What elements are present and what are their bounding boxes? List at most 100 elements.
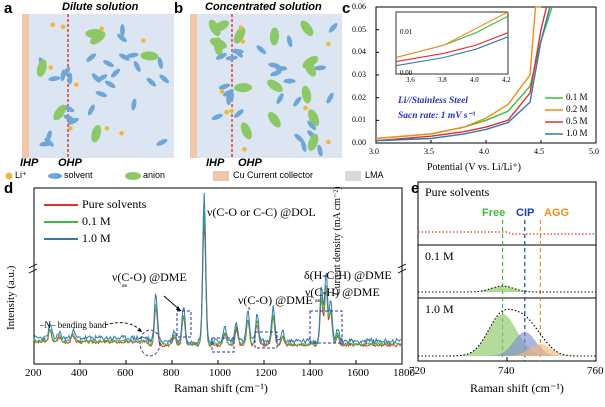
solvent-molecule (63, 105, 75, 113)
panel-d-chart (28, 187, 407, 365)
d-xtick-label: 1800 (393, 367, 415, 379)
solvent-molecule (86, 53, 97, 62)
solvent-molecule (211, 113, 223, 121)
anion-molecule (208, 19, 221, 37)
c-ytick-label: 0.02 (352, 92, 366, 102)
e-row-pure: Pure solvents (425, 185, 490, 199)
legend-cu: Cu Current collector (233, 170, 314, 180)
d-xtick-label: 400 (71, 367, 88, 379)
e-peak-free: Free (482, 207, 506, 219)
solvent-molecule (118, 53, 130, 61)
solvent-molecule (146, 77, 157, 87)
solvent-molecule (307, 120, 317, 131)
anion-molecule (308, 109, 320, 127)
inset-frame (395, 11, 509, 75)
panel-label-b: b (174, 0, 184, 17)
d-annot-delta: δ(H-C-H) @DME (304, 268, 392, 282)
solvent-molecule (283, 78, 296, 84)
solvent-molecule (110, 68, 121, 78)
d-xtick-label: 800 (163, 367, 180, 379)
panel-label-e: e (411, 180, 420, 197)
c-inset-xtick: 4.0 (470, 76, 479, 84)
solvent-molecule (62, 66, 71, 78)
anion-molecule (233, 27, 246, 44)
c-xtick-label: 3.5 (424, 147, 434, 156)
c-annotation-2: Sacn rate: 1 mV s⁻¹ (398, 111, 476, 121)
anion-molecule (53, 104, 67, 121)
box-nu-s-co-2 (254, 331, 278, 349)
d-xtick-label: 1200 (255, 367, 277, 379)
d-ylabel: Intensity (a.u.) (5, 265, 17, 330)
bending-ellipse (139, 329, 161, 357)
d-xtick-label: 1600 (347, 367, 369, 379)
bending-arrow (104, 322, 143, 333)
panel-a-ihp: IHP (20, 157, 39, 169)
li-ion (238, 25, 244, 30)
solvent-molecule (44, 137, 54, 147)
solvent-molecule (229, 89, 234, 102)
e-10-free-fill (418, 314, 596, 356)
anion-molecule (90, 31, 106, 45)
c-ytick-label: 0.01 (352, 115, 366, 125)
solvent-molecule (293, 96, 302, 107)
d-annot-bending: –N– bending band (40, 320, 107, 330)
d-annot-nu-s: ν(C-O) @DME (238, 293, 313, 307)
solvent-molecule (268, 62, 281, 68)
nu-as-arrowhead (176, 306, 181, 311)
series-line-pure (33, 222, 403, 348)
e-10-agg-fill (418, 344, 596, 356)
e-row-01: 0.1 M (425, 249, 454, 263)
c-inset-xtick: 3.8 (438, 76, 447, 84)
li-ion (240, 39, 246, 44)
legend-lma: LMA (365, 170, 384, 180)
e-pure-trace (418, 231, 596, 235)
c-legend-label-3: 1.0 M (566, 128, 588, 138)
d-annot-ch-sub: as (315, 298, 320, 304)
li-legend-marker (5, 172, 13, 180)
panel-a-schematic (22, 14, 174, 158)
li-ion (219, 89, 225, 94)
solvent-molecule (326, 92, 334, 104)
solvent-legend-marker (48, 173, 62, 179)
c-legend-label-2: 0.5 M (566, 116, 588, 126)
solvent-molecule (104, 80, 116, 89)
e-row-10: 1.0 M (425, 302, 454, 316)
anion-molecule (140, 51, 159, 61)
panel-label-a: a (4, 0, 13, 17)
solvent-molecule (91, 73, 101, 83)
solvent-molecule (233, 109, 244, 118)
li-ion (48, 65, 53, 70)
li-ion (229, 108, 234, 114)
legend-li: Li⁺ (15, 170, 27, 180)
d-legend-01: 0.1 M (82, 214, 111, 228)
solvent-molecule (120, 24, 125, 37)
d-xtick-label: 1000 (209, 367, 231, 379)
li-ion (326, 139, 331, 145)
solvent-molecule (48, 76, 61, 82)
series-line-10 (33, 192, 403, 346)
solvent-molecule (276, 93, 284, 104)
li-ion (60, 24, 66, 30)
c-annotation-1: Li//Stainless Steel (398, 96, 468, 106)
solvent-molecule (103, 60, 114, 68)
anion-molecule (269, 27, 279, 46)
inset-line-0.5M (395, 32, 509, 63)
cu-collector (190, 14, 197, 158)
series-line-0.5M (375, 6, 548, 142)
solvent-molecule (301, 140, 307, 152)
anion-molecule (240, 122, 252, 140)
panel-c-chart (375, 6, 597, 144)
e-xtick-label: 760 (587, 365, 604, 377)
solvent-molecule (218, 83, 231, 90)
c-ytick-label: 0.00 (352, 138, 366, 147)
anion-molecule (267, 79, 283, 93)
e-xtick-label: 740 (498, 365, 515, 377)
d-annot-nu-s-sub: s (248, 306, 251, 312)
panel-b-title: Concentrated solution (205, 1, 322, 13)
solvent-molecule (157, 57, 163, 69)
e-xtick-label: 720 (409, 365, 426, 377)
li-ion (50, 22, 56, 27)
c-legend-label-1: 0.2 M (566, 104, 588, 114)
legend-anion: anion (143, 170, 166, 180)
panel-b-schematic (190, 14, 342, 158)
